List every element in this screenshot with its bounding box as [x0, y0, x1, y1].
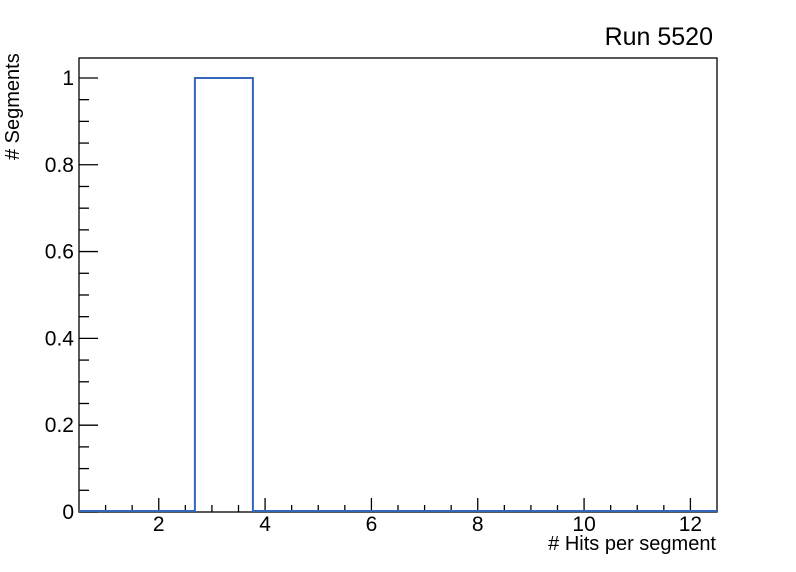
- plot-frame: [78, 57, 718, 513]
- x-tick-label: 6: [366, 513, 378, 536]
- y-tick-label: 0.6: [45, 241, 74, 264]
- plot-dynamic-layer: 2 4 6 8 10 12 0 0.2 0.4 0.6 0.8 1: [45, 67, 717, 536]
- y-axis-title: # Segments: [2, 53, 24, 160]
- y-tick-label: 1: [62, 67, 74, 90]
- x-tick-label: 4: [259, 513, 271, 536]
- x-tick-label: 10: [572, 513, 595, 536]
- y-tick-label: 0: [62, 501, 74, 524]
- y-tick-label: 0.8: [45, 154, 74, 177]
- x-axis-title: # Hits per segment: [548, 533, 716, 555]
- chart-title: Run 5520: [605, 23, 713, 51]
- x-tick-label: 8: [472, 513, 484, 536]
- y-tick-label: 0.2: [45, 414, 74, 437]
- x-tick-label: 12: [679, 513, 702, 536]
- histogram-outline: [79, 77, 717, 512]
- y-tick-label: 0.4: [45, 327, 75, 350]
- x-tick-label: 2: [153, 513, 165, 536]
